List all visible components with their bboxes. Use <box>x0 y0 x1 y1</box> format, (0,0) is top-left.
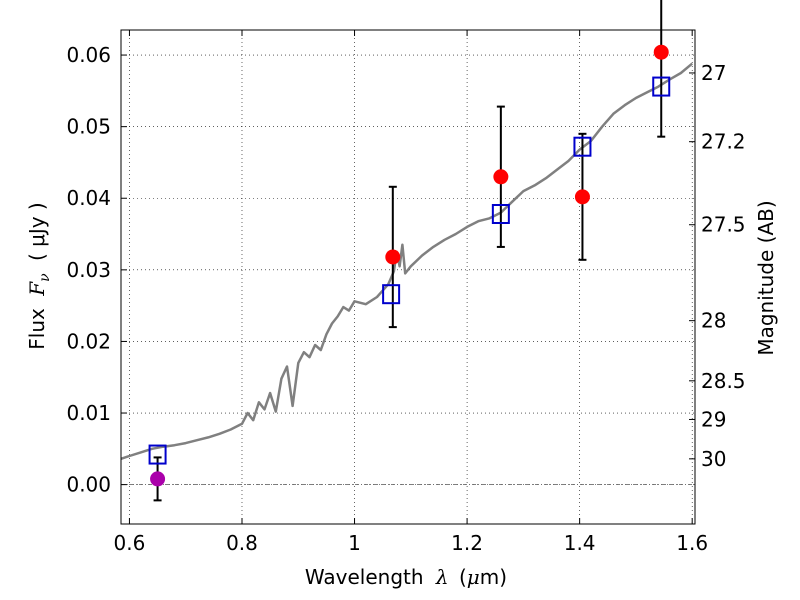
x-tick-label: 0.8 <box>226 531 258 555</box>
y-tick-label: 0.06 <box>66 43 111 67</box>
x-axis-label-rest: m) <box>480 565 507 589</box>
y2-tick-label: 29 <box>701 407 726 431</box>
model-flux-square <box>652 76 671 97</box>
y2-tick-label: 30 <box>701 447 726 471</box>
series-layer <box>121 62 693 460</box>
y-tick-label: 0.02 <box>66 329 111 353</box>
observed-flux-point <box>150 471 166 487</box>
plot-background <box>121 30 695 524</box>
y2-tick-labels: 27 27.2 27.5 28 28.5 29 30 <box>701 61 746 471</box>
x-tick-label: 1.2 <box>451 531 483 555</box>
y-axis-label-unit: ( μJy ) <box>25 202 49 261</box>
observed-flux-point <box>653 44 669 60</box>
y2-tick-label: 28 <box>701 309 726 333</box>
y-tick-label: 0.00 <box>66 473 111 497</box>
observed-flux-point <box>493 169 509 185</box>
y-axis-label: Flux Fν ( μJy ) <box>25 202 54 349</box>
x-tick-label: 1.4 <box>564 531 596 555</box>
y2-tick-label: 27.5 <box>701 213 746 237</box>
model-flux-square <box>382 284 401 305</box>
x-tick-labels: 0.6 0.8 1 1.2 1.4 1.6 <box>114 531 709 555</box>
template-spectrum-line <box>121 62 693 460</box>
y-tick-label: 0.04 <box>66 186 111 210</box>
y-tick-label: 0.05 <box>66 115 111 139</box>
x-axis-label-mu: μ <box>467 565 480 589</box>
y2-tick-label: 28.5 <box>701 369 746 393</box>
y2-tick-label: 27 <box>701 61 726 85</box>
model-flux-square <box>148 444 167 465</box>
y2-tick-label: 27.2 <box>701 130 746 154</box>
x-tick-label: 0.6 <box>114 531 146 555</box>
x-axis-label: Wavelength λ (μm) <box>305 565 507 589</box>
y-tick-labels: 0.00 0.01 0.02 0.03 0.04 0.05 0.06 <box>66 43 111 497</box>
model-flux-square <box>491 203 510 224</box>
y-tick-label: 0.03 <box>66 258 111 282</box>
y-axis-label-prefix: Flux <box>25 308 49 350</box>
model-flux-square <box>573 136 592 157</box>
ticks <box>121 30 695 524</box>
observed-flux-point <box>574 189 590 205</box>
x-tick-label: 1 <box>348 531 361 555</box>
y-axis-label-symbol: F <box>25 281 49 297</box>
observed-flux-point <box>385 249 401 265</box>
x-axis-label-symbol: λ <box>435 565 449 589</box>
marker-layer <box>148 44 671 487</box>
y-axis-label-subscript: ν <box>37 273 53 282</box>
x-axis-label-open: ( <box>459 565 467 589</box>
y-tick-label: 0.01 <box>66 401 111 425</box>
x-tick-label: 1.6 <box>676 531 708 555</box>
x-axis-label-prefix: Wavelength <box>305 565 424 589</box>
y2-axis-label: Magnitude (AB) <box>754 200 778 355</box>
plot-frame <box>120 29 696 525</box>
